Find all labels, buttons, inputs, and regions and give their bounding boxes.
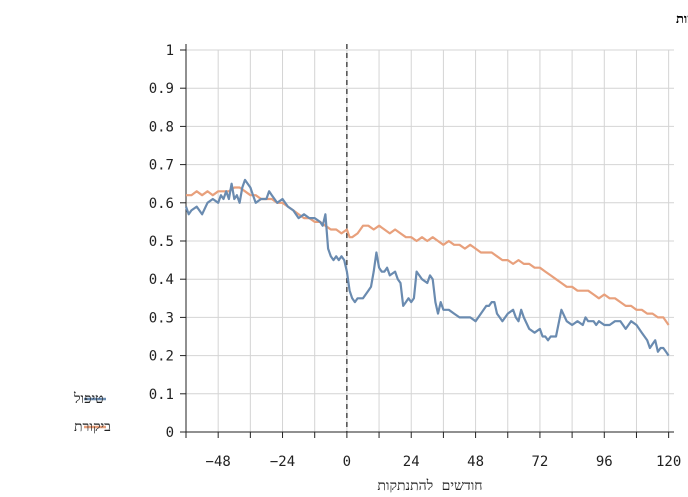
series-line xyxy=(184,178,670,357)
y-tick-label: 0.1 xyxy=(149,387,174,403)
y-tick-labels: 0 0.1 0.2 0.3 0.4 0.5 0.6 0.7 0.8 0.9 1 xyxy=(149,43,174,441)
y-tick-label: 0.2 xyxy=(149,349,174,365)
y-tick-label: 0.5 xyxy=(149,234,174,250)
y-tick-label: 0.9 xyxy=(149,81,174,97)
legend-label: טיפול xyxy=(73,391,104,407)
x-tick-labels: −48 −24 0 24 48 72 96 120 xyxy=(206,454,682,470)
x-tick-label: 0 xyxy=(343,454,351,470)
y-tick-label: 1 xyxy=(166,43,174,59)
x-tick-label: 120 xyxy=(656,454,681,470)
legend: טיפול ביקורת xyxy=(73,391,111,435)
y-tick-label: 0.8 xyxy=(149,119,174,135)
gridlines xyxy=(185,49,674,433)
x-tick-label: 72 xyxy=(532,454,549,470)
x-tick-label: 24 xyxy=(403,454,420,470)
legend-label: ביקורת xyxy=(74,419,111,435)
x-tick-label: −48 xyxy=(206,454,231,470)
chart-title: רמות בשתי הקבוצות xyxy=(676,12,688,27)
y-tick-label: 0 xyxy=(166,425,174,441)
y-tick-label: 0.6 xyxy=(149,196,174,212)
series-lines xyxy=(184,178,670,357)
y-tick-label: 0.7 xyxy=(149,158,174,174)
x-tick-label: −24 xyxy=(270,454,295,470)
series-line xyxy=(186,186,670,326)
x-tick-label: 48 xyxy=(467,454,484,470)
axes xyxy=(180,44,674,438)
x-axis-label: חודשים להתנתקות xyxy=(377,478,482,494)
y-tick-label: 0.3 xyxy=(149,310,174,326)
x-tick-label: 96 xyxy=(596,454,613,470)
y-tick-label: 0.4 xyxy=(149,272,174,288)
